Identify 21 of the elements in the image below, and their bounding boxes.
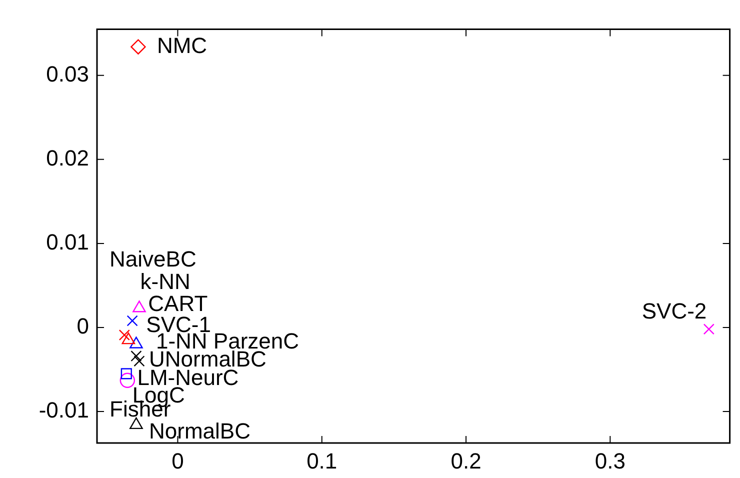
y-tick-label: 0.03	[46, 61, 89, 86]
y-tick-label: 0.02	[46, 145, 89, 170]
x-tick-label: 0.1	[306, 448, 338, 474]
y-tick-label: 0.01	[46, 230, 89, 255]
point	[130, 39, 146, 54]
annotation: SVC-2	[642, 298, 707, 324]
annotation: NMC	[156, 32, 208, 58]
point	[118, 329, 130, 341]
point	[703, 324, 714, 335]
point	[120, 368, 132, 380]
y-tick-label: -0.01	[38, 398, 89, 423]
x-tick-label: 0.2	[450, 448, 482, 474]
point	[134, 356, 145, 367]
point	[126, 315, 138, 326]
annotation: NaiveBC	[110, 246, 196, 272]
point	[130, 350, 142, 362]
annotation: NormalBC	[149, 418, 251, 444]
x-tick-label: 0	[172, 448, 184, 474]
y-tick-label: 0	[76, 314, 89, 339]
point	[120, 372, 136, 388]
x-tick-label: 0.3	[594, 448, 626, 474]
